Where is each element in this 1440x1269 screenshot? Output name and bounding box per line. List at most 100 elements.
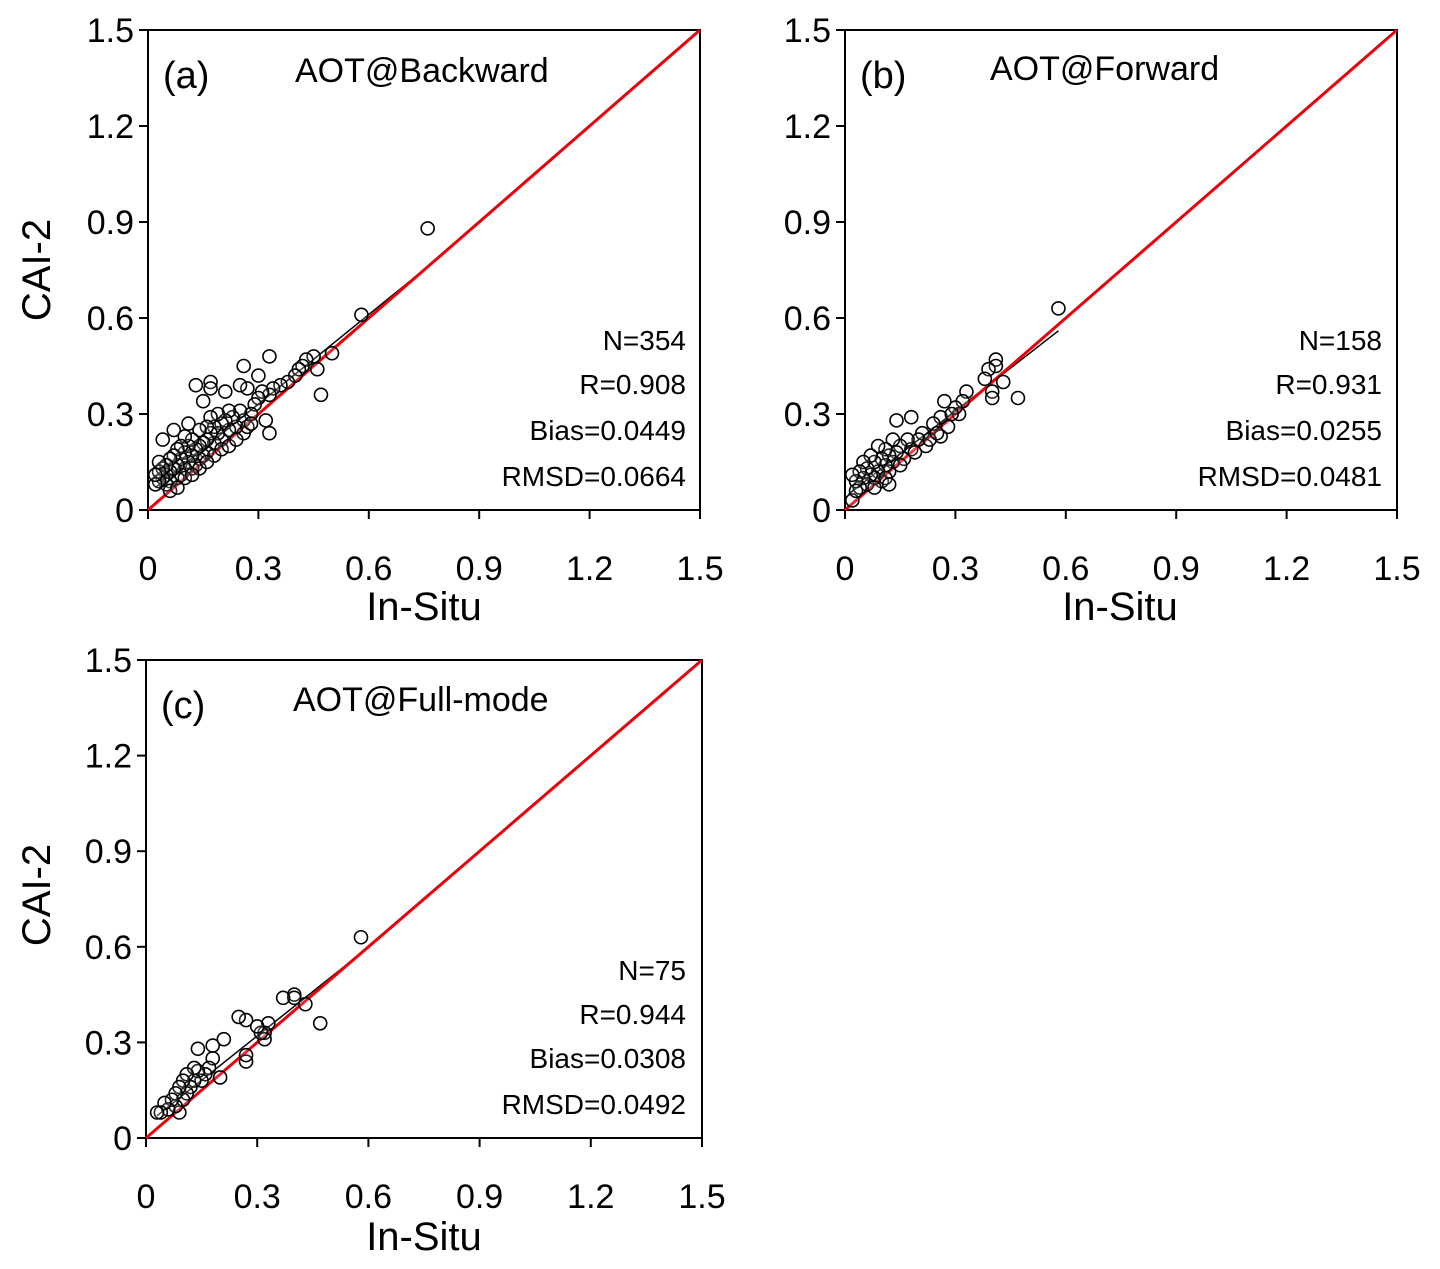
data-point — [977, 371, 993, 387]
data-point — [240, 381, 255, 396]
data-point — [867, 480, 882, 495]
x-tick-label: 0.6 — [1042, 550, 1089, 588]
data-point — [236, 358, 251, 374]
data-point — [258, 413, 274, 428]
y-tick-label: 0.6 — [85, 929, 132, 967]
stat-rmsd: RMSD=0.0492 — [502, 1089, 686, 1120]
stat-bias: Bias=0.0308 — [530, 1043, 686, 1074]
data-point — [907, 445, 923, 460]
data-point — [275, 990, 291, 1006]
y-tick-label: 0.6 — [784, 300, 831, 338]
data-point — [262, 387, 277, 403]
x-tick-label: 0.6 — [345, 1178, 392, 1216]
x-tick-label: 1.5 — [1373, 550, 1420, 588]
data-point — [273, 377, 288, 393]
data-point — [892, 457, 908, 473]
data-point — [149, 1105, 165, 1120]
data-point — [214, 441, 229, 457]
data-point — [870, 438, 886, 454]
y-tick-label: 0.9 — [784, 204, 831, 242]
panel-label: (c) — [161, 685, 205, 727]
data-point — [286, 990, 302, 1006]
data-point — [216, 1031, 232, 1047]
stat-n: N=158 — [1299, 325, 1382, 356]
y-tick-label: 0.6 — [87, 300, 134, 338]
data-point — [885, 432, 901, 447]
data-point — [195, 393, 211, 409]
y-tick-label: 0 — [113, 1120, 132, 1158]
data-point — [238, 1012, 254, 1028]
data-point — [313, 387, 329, 403]
x-tick-label: 1.2 — [567, 1178, 614, 1216]
plot-frame — [145, 659, 703, 1139]
data-point — [889, 413, 904, 428]
data-point — [170, 480, 185, 495]
data-point — [153, 1105, 169, 1120]
one-to-one-line — [844, 28, 1398, 512]
x-tick-label: 0.3 — [932, 550, 979, 588]
x-axis-label: In-Situ — [366, 585, 482, 629]
y-tick-label: 0.3 — [85, 1024, 132, 1062]
data-point — [229, 432, 244, 447]
y-tick-label: 1.5 — [87, 12, 134, 50]
data-point — [262, 425, 277, 441]
data-point — [162, 483, 178, 499]
data-point — [190, 1041, 206, 1057]
y-tick-label: 1.5 — [784, 12, 831, 50]
data-point — [232, 377, 248, 393]
y-axis-label: CAI-2 — [15, 219, 59, 321]
stat-r: R=0.931 — [1275, 369, 1382, 400]
panel-label: (a) — [163, 55, 209, 97]
data-point — [151, 454, 167, 470]
x-tick-label: 0.3 — [234, 1178, 281, 1216]
y-tick-label: 0.9 — [87, 204, 134, 242]
data-point — [238, 1047, 254, 1063]
data-point — [420, 221, 435, 236]
y-tick-label: 0 — [812, 492, 831, 530]
data-point — [881, 477, 897, 492]
data-point — [354, 307, 369, 323]
axis-ticks: 0 0.3 0.6 0.9 1.2 1.5 0 0.3 0.6 0.9 1.2 1.5 — [85, 642, 726, 1216]
data-point — [309, 361, 325, 377]
data-point — [929, 425, 945, 441]
y-tick-label: 1.2 — [784, 108, 831, 146]
chart-title: AOT@Backward — [295, 52, 549, 90]
data-point — [353, 929, 369, 945]
data-point — [1010, 390, 1026, 406]
x-tick-label: 1.5 — [676, 550, 723, 588]
y-tick-label: 1.2 — [85, 738, 132, 776]
data-point — [212, 1070, 228, 1085]
plot-frame — [844, 29, 1398, 511]
data-point — [188, 377, 204, 393]
data-point — [203, 381, 218, 396]
data-point — [937, 393, 952, 409]
one-to-one-line — [147, 28, 701, 512]
x-tick-label: 0 — [139, 550, 158, 588]
data-point — [845, 467, 860, 483]
stat-bias: Bias=0.0449 — [530, 415, 686, 446]
data-point — [217, 384, 233, 399]
y-tick-label: 1.5 — [85, 642, 132, 680]
x-tick-label: 0 — [137, 1178, 156, 1216]
data-point — [280, 374, 296, 390]
data-point — [324, 345, 340, 361]
y-tick-label: 0.3 — [784, 396, 831, 434]
x-tick-label: 0 — [836, 550, 855, 588]
y-tick-label: 1.2 — [87, 108, 134, 146]
data-point — [205, 1038, 221, 1053]
axis-ticks: 0 0.3 0.6 0.9 1.2 1.5 0 0.3 0.6 0.9 1.2 1.5 — [784, 12, 1421, 588]
data-point — [944, 406, 960, 422]
x-axis-label: In-Situ — [1062, 585, 1178, 629]
stat-r: R=0.908 — [579, 369, 686, 400]
chart-title: AOT@Forward — [990, 50, 1219, 88]
data-point — [988, 358, 1004, 374]
x-tick-label: 1.2 — [566, 550, 613, 588]
data-point — [199, 454, 215, 470]
stat-bias: Bias=0.0255 — [1226, 415, 1382, 446]
data-point — [199, 419, 215, 435]
y-tick-label: 0.3 — [87, 396, 134, 434]
data-point — [148, 467, 163, 483]
x-tick-label: 0.9 — [456, 550, 503, 588]
stat-rmsd: RMSD=0.0481 — [1198, 461, 1382, 492]
